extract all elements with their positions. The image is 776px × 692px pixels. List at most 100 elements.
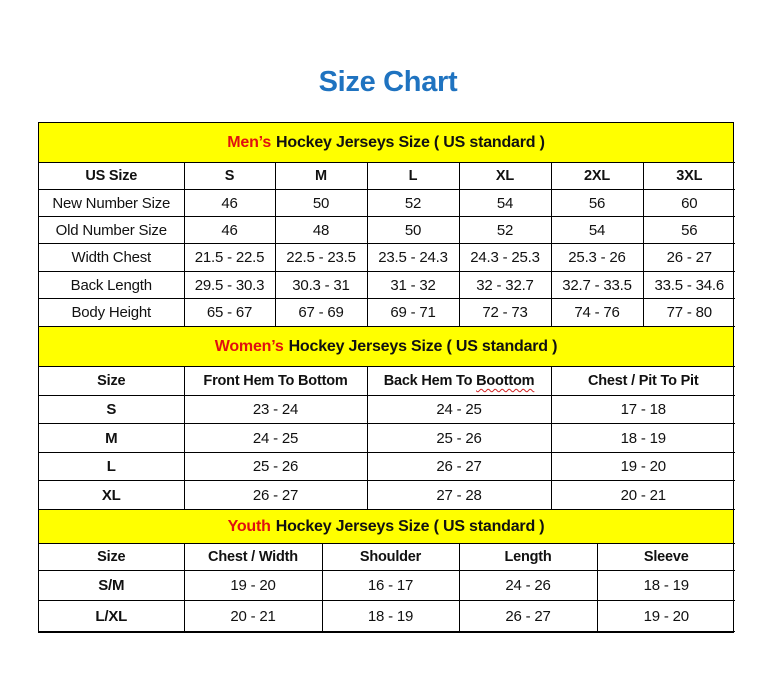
column-header: 2XL <box>550 162 644 190</box>
table-cell: 26 - 27 <box>642 243 735 272</box>
table-cell: 23.5 - 24.3 <box>366 243 460 272</box>
row-label: L/XL <box>39 600 185 632</box>
table-row: New Number Size 46 50 52 54 56 60 <box>39 189 735 217</box>
table-cell: 56 <box>642 216 735 244</box>
table-cell: 30.3 - 31 <box>274 271 368 299</box>
table-cell: 24 - 25 <box>366 395 552 424</box>
row-label: New Number Size <box>39 189 185 217</box>
table-row: M 24 - 25 25 - 26 18 - 19 <box>39 423 735 453</box>
section-heading-text: Hockey Jerseys Size ( US standard ) <box>275 517 545 535</box>
table-cell: 50 <box>274 189 368 217</box>
table-cell: 33.5 - 34.6 <box>642 271 735 299</box>
table-cell: 22.5 - 23.5 <box>274 243 368 272</box>
table-row: S 23 - 24 24 - 25 17 - 18 <box>39 395 735 424</box>
column-header-label: 2XL <box>584 168 610 184</box>
column-header-label: Size <box>97 373 126 389</box>
row-label: M <box>39 423 185 453</box>
table-cell: 74 - 76 <box>550 298 644 327</box>
section-heading-text: Hockey Jerseys Size ( US standard ) <box>288 337 558 355</box>
youth-table: Size Chest / Width Shoulder Length Sleeve S/M… <box>39 543 735 632</box>
table-cell: 24.3 - 25.3 <box>458 243 552 272</box>
table-row: XL 26 - 27 27 - 28 20 - 21 <box>39 480 735 510</box>
table-cell: 46 <box>183 216 276 244</box>
column-header-label: US Size <box>85 168 138 184</box>
column-header-label: Back Hem To Boottom <box>383 373 535 389</box>
table-cell: 26 - 27 <box>183 480 368 510</box>
table-cell: 25 - 26 <box>366 423 552 453</box>
row-label: XL <box>39 480 185 510</box>
section-heading: Women’s Hockey Jerseys Size ( US standard… <box>39 326 733 366</box>
table-cell: 24 - 26 <box>458 570 598 601</box>
table-row: L/XL 20 - 21 18 - 19 26 - 27 19 - 20 <box>39 600 735 632</box>
column-header: Size <box>39 366 185 396</box>
womens-size-table: Women’s Hockey Jerseys Size ( US standard… <box>38 326 735 510</box>
table-cell: 25 - 26 <box>183 452 368 481</box>
table-row: Old Number Size 46 48 50 52 54 56 <box>39 216 735 244</box>
column-header-label: 3XL <box>676 168 703 184</box>
table-cell: 26 - 27 <box>458 600 598 632</box>
table-cell: 52 <box>458 216 552 244</box>
table-cell: 56 <box>550 189 644 217</box>
column-header: M <box>274 162 368 190</box>
row-label: Width Chest <box>39 243 185 272</box>
table-cell: 67 - 69 <box>274 298 368 327</box>
table-cell: 65 - 67 <box>183 298 276 327</box>
column-header: L <box>366 162 460 190</box>
table-cell: 72 - 73 <box>458 298 552 327</box>
table-cell: 18 - 19 <box>550 423 735 453</box>
table-cell: 16 - 17 <box>321 570 460 601</box>
table-cell: 54 <box>458 189 552 217</box>
table-cell: 19 - 20 <box>183 570 323 601</box>
row-label: Body Height <box>39 298 185 327</box>
column-header: 3XL <box>642 162 735 190</box>
table-cell: 19 - 20 <box>596 600 735 632</box>
table-cell: 31 - 32 <box>366 271 460 299</box>
table-cell: 29.5 - 30.3 <box>183 271 276 299</box>
header-row: Size Front Hem To Bottom Back Hem To Boott… <box>39 366 735 396</box>
column-header-label: Sleeve <box>643 549 689 565</box>
mens-table: US Size S M L XL 2XL 3XL New Number Size 46 50 52 5… <box>39 162 735 327</box>
spellcheck-underline: Boottom <box>476 373 535 389</box>
column-header-label: L <box>408 168 418 184</box>
table-cell: 27 - 28 <box>366 480 552 510</box>
column-header-label: Chest / Pit To Pit <box>587 373 699 389</box>
table-row: L 25 - 26 26 - 27 19 - 20 <box>39 452 735 481</box>
table-cell: 54 <box>550 216 644 244</box>
column-header: US Size <box>39 162 185 190</box>
row-label: S/M <box>39 570 185 601</box>
column-header-label: Size <box>97 549 126 565</box>
table-cell: 25.3 - 26 <box>550 243 644 272</box>
column-header: Back Hem To Boottom <box>366 366 552 396</box>
section-highlight: Women’s <box>214 337 284 355</box>
page-title: Size Chart <box>318 66 458 98</box>
column-header: Sleeve <box>596 543 735 571</box>
column-header: Front Hem To Bottom <box>183 366 368 396</box>
column-header-label: S <box>224 168 235 184</box>
table-cell: 20 - 21 <box>550 480 735 510</box>
column-header: Chest / Pit To Pit <box>550 366 735 396</box>
table-cell: 24 - 25 <box>183 423 368 453</box>
table-cell: 46 <box>183 189 276 217</box>
row-label: Old Number Size <box>39 216 185 244</box>
table-row: Width Chest 21.5 - 22.5 22.5 - 23.5 23.5 - … <box>39 243 735 272</box>
mens-size-table: Men’s Hockey Jerseys Size ( US standard )… <box>38 122 735 327</box>
table-cell: 77 - 80 <box>642 298 735 327</box>
table-cell: 21.5 - 22.5 <box>183 243 276 272</box>
column-header: Chest / Width <box>183 543 323 571</box>
table-cell: 18 - 19 <box>321 600 460 632</box>
column-header: Size <box>39 543 185 571</box>
table-cell: 18 - 19 <box>596 570 735 601</box>
column-header-label: Chest / Width <box>208 549 298 565</box>
column-header: S <box>183 162 276 190</box>
row-label: S <box>39 395 185 424</box>
column-header-label: Length <box>504 549 552 565</box>
table-cell: 50 <box>366 216 460 244</box>
section-heading: Youth Hockey Jerseys Size ( US standard ) <box>39 509 733 543</box>
header-row: Size Chest / Width Shoulder Length Sleeve <box>39 543 735 571</box>
section-heading-text: Hockey Jerseys Size ( US standard ) <box>276 133 545 151</box>
section-highlight: Men’s <box>227 133 272 151</box>
section-highlight: Youth <box>227 517 271 535</box>
table-cell: 60 <box>642 189 735 217</box>
table-cell: 20 - 21 <box>183 600 323 632</box>
column-header-label: M <box>315 168 327 184</box>
